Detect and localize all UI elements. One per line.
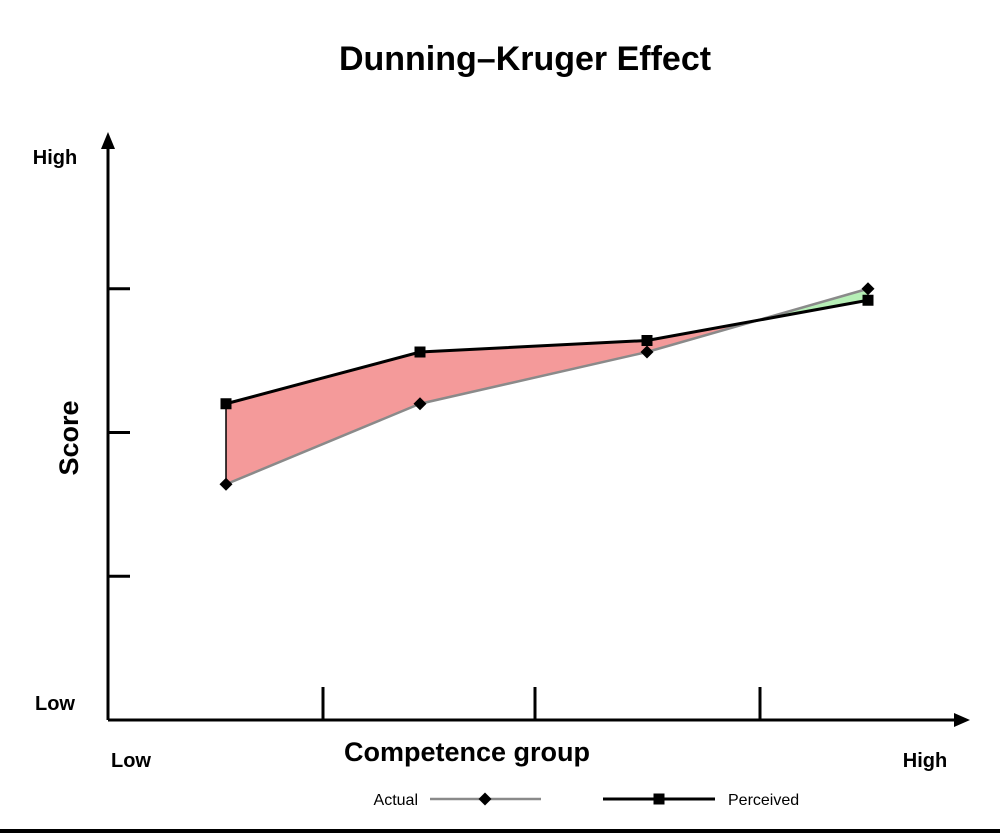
x-axis-low-label: Low: [111, 750, 151, 772]
x-axis-high-label: High: [903, 750, 947, 772]
x-axis-arrowhead: [954, 713, 970, 727]
perceived-point-4: [862, 294, 874, 306]
overestimate-region: [226, 352, 420, 485]
perceived-point-2: [414, 346, 426, 358]
legend-marker-actual: [478, 792, 492, 806]
y-axis-arrowhead: [101, 132, 115, 149]
legend: Actual Perceived: [374, 792, 800, 809]
chart-title: Dunning–Kruger Effect: [339, 40, 711, 78]
legend-label-actual: Actual: [374, 792, 418, 809]
actual-point-1: [219, 477, 233, 491]
actual-point-3: [640, 345, 654, 359]
y-axis-high-label: High: [33, 147, 77, 169]
plot-area: [101, 132, 970, 727]
y-axis-title: Score: [54, 400, 84, 475]
y-axis-low-label: Low: [35, 693, 75, 715]
series-line-perceived: [225, 298, 869, 406]
bottom-border: [0, 829, 1000, 833]
x-axis-title: Competence group: [344, 737, 590, 767]
overestimate-region: [420, 340, 647, 404]
actual-point-2: [413, 397, 427, 411]
perceived-point-3: [641, 335, 653, 346]
actual-point-4: [861, 282, 875, 296]
legend-label-perceived: Perceived: [728, 792, 799, 809]
legend-marker-perceived: [653, 793, 665, 805]
perceived-point-1: [220, 398, 232, 410]
